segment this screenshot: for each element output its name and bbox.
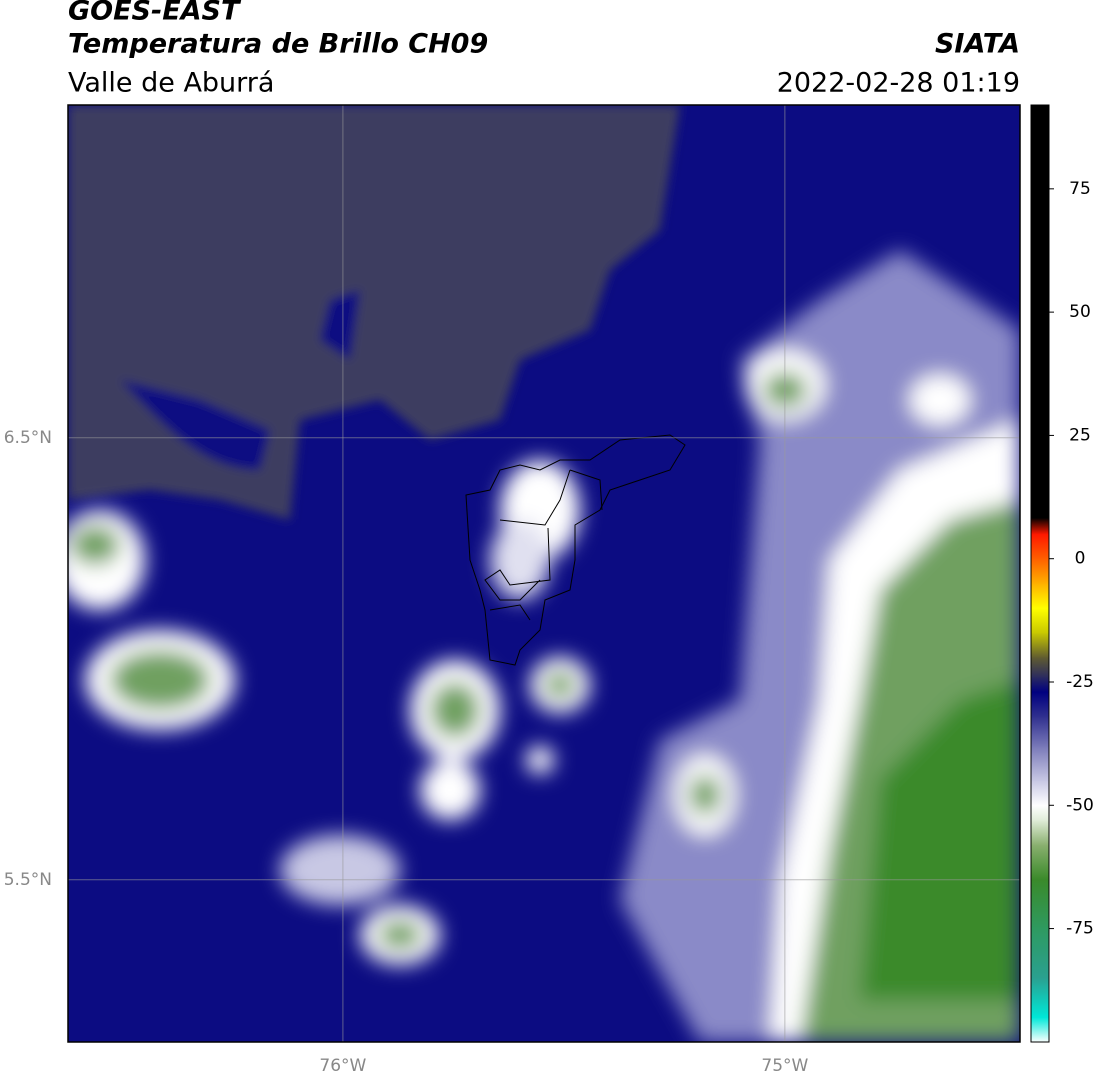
source: SIATA <box>935 29 1020 60</box>
colorbar-segment <box>1031 716 1049 747</box>
y-tick-label: 6.5°N <box>4 428 52 448</box>
colorbar-segment <box>1031 1017 1049 1043</box>
colorbar-segment <box>1031 805 1049 821</box>
y-tick-label: 5.5°N <box>4 870 52 890</box>
colorbar-segment <box>1031 820 1049 846</box>
colorbar-segment <box>1031 583 1049 609</box>
colorbar-segment <box>1031 844 1049 880</box>
colorbar-tick-label: -75 <box>1066 919 1094 939</box>
colorbar-segment <box>1031 558 1049 584</box>
colorbar-segment <box>1031 977 1049 1018</box>
colorbar-tick-label: 0 <box>1075 549 1086 569</box>
map-frame <box>67 104 1021 1043</box>
subtitle: Temperatura de Brillo CH09 <box>68 29 488 60</box>
colorbar-tick-label: 75 <box>1069 179 1091 199</box>
colorbar-segment <box>1031 657 1049 678</box>
title: GOES-EAST <box>68 0 242 27</box>
colorbar-segment <box>1031 105 1049 519</box>
x-tick-label: 75°W <box>761 1056 808 1076</box>
x-tick-label: 76°W <box>319 1056 366 1076</box>
colorbar-segment <box>1031 746 1049 782</box>
colorbar-segment <box>1031 879 1049 930</box>
region: Valle de Aburrá <box>68 68 274 99</box>
colorbar-frame <box>1030 104 1050 1043</box>
colorbar-segment <box>1031 928 1049 979</box>
colorbar-segment <box>1031 677 1049 693</box>
colorbar-tick-label: 50 <box>1069 302 1091 322</box>
datetime: 2022-02-28 01:19 <box>777 68 1020 99</box>
colorbar-segment <box>1031 517 1049 535</box>
municipal-boundaries <box>465 434 686 666</box>
colorbar-segment <box>1031 632 1049 658</box>
colorbar-segment <box>1031 608 1049 634</box>
colorbar-segment <box>1031 780 1049 806</box>
colorbar-segment <box>1031 534 1049 560</box>
colorbar-segment <box>1031 691 1049 718</box>
colorbar-tick-label: 25 <box>1069 425 1091 445</box>
colorbar-tick-label: -25 <box>1066 672 1094 692</box>
map-image <box>68 105 1020 1042</box>
colorbar-tick-label: -50 <box>1066 795 1094 815</box>
